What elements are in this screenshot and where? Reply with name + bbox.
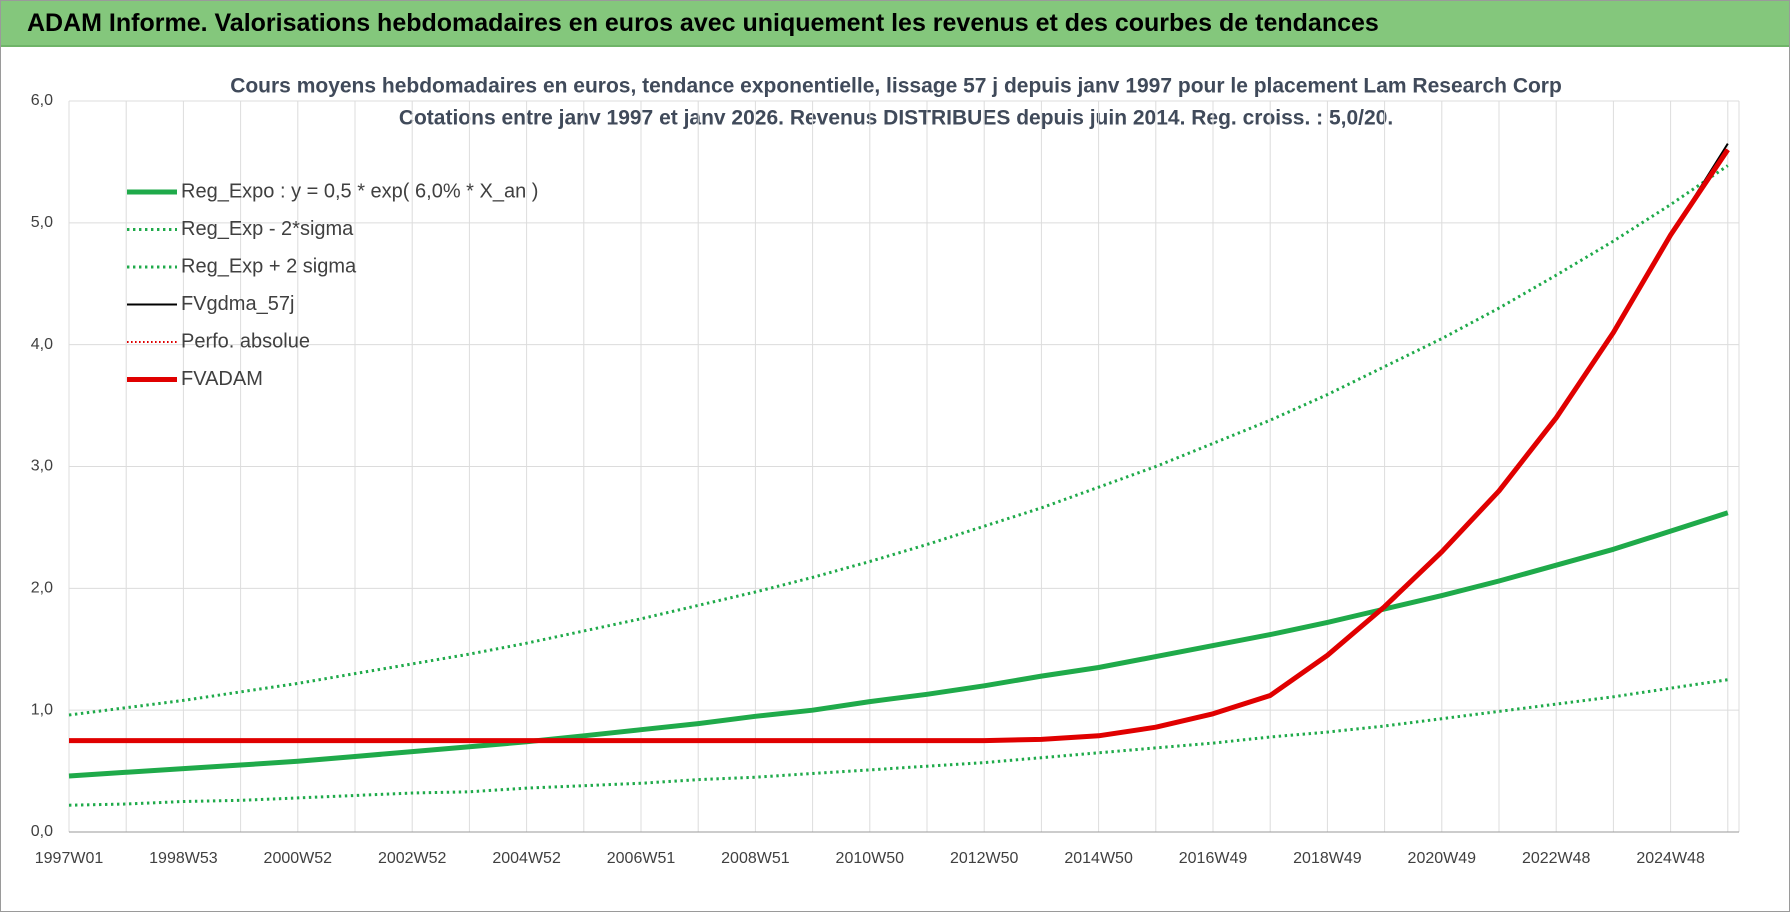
x-tick-label: 2002W52 bbox=[378, 850, 447, 867]
chart-title: Cours moyens hebdomadaires en euros, ten… bbox=[230, 75, 1562, 98]
legend-label: Reg_Exp + 2 sigma bbox=[181, 255, 357, 277]
series-line bbox=[68, 164, 1729, 717]
chart-subtitle: Cotations entre janv 1997 et janv 2026. … bbox=[399, 107, 1393, 130]
legend-label: Reg_Expo : y = 0,5 * exp( 6,0% * X_an ) bbox=[181, 180, 538, 202]
series-line bbox=[68, 678, 1729, 807]
chart: Cours moyens hebdomadaires en euros, ten… bbox=[31, 75, 1740, 867]
y-tick-label: 3,0 bbox=[31, 458, 53, 475]
y-tick-label: 1,0 bbox=[31, 701, 53, 718]
series-line bbox=[69, 148, 1730, 744]
legend-label: Reg_Exp - 2*sigma bbox=[181, 218, 354, 240]
x-tick-label: 2024W48 bbox=[1636, 850, 1705, 867]
header: ADAM Informe. Valorisations hebdomadaire… bbox=[1, 1, 1789, 47]
y-tick-label: 6,0 bbox=[31, 92, 53, 109]
y-tick-label: 5,0 bbox=[31, 214, 53, 231]
legend-label: Perfo. absolue bbox=[181, 330, 310, 352]
x-tick-label: 2014W50 bbox=[1064, 850, 1133, 867]
x-tick-label: 2018W49 bbox=[1293, 850, 1362, 867]
x-tick-label: 2004W52 bbox=[492, 850, 561, 867]
x-tick-label: 2000W52 bbox=[264, 850, 333, 867]
x-tick-label: 2022W48 bbox=[1522, 850, 1591, 867]
x-tick-label: 2012W50 bbox=[950, 850, 1019, 867]
x-tick-label: 1998W53 bbox=[149, 850, 218, 867]
header-title: ADAM Informe. Valorisations hebdomadaire… bbox=[27, 9, 1379, 37]
y-tick-label: 0,0 bbox=[31, 823, 53, 840]
y-tick-label: 2,0 bbox=[31, 580, 53, 597]
legend-label: FVADAM bbox=[181, 368, 263, 390]
y-tick-label: 4,0 bbox=[31, 336, 53, 353]
x-tick-label: 2016W49 bbox=[1179, 850, 1248, 867]
legend-label: FVgdma_57j bbox=[181, 293, 294, 315]
x-tick-label: 1997W01 bbox=[35, 850, 104, 867]
x-tick-label: 2020W49 bbox=[1408, 850, 1477, 867]
x-tick-label: 2008W51 bbox=[721, 850, 790, 867]
series-line bbox=[68, 510, 1729, 779]
x-tick-label: 2006W51 bbox=[607, 850, 676, 867]
x-tick-label: 2010W50 bbox=[836, 850, 905, 867]
